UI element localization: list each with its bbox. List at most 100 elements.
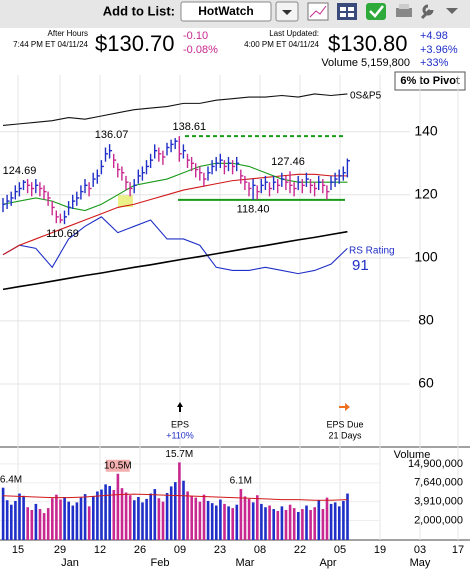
volume-bar xyxy=(260,503,263,540)
check-mark xyxy=(369,5,384,18)
volume-bar xyxy=(120,488,124,540)
volume-bar xyxy=(202,494,206,540)
volume-bar xyxy=(165,493,169,540)
x-tick-label: 29 xyxy=(54,544,66,556)
volume-bar xyxy=(256,495,259,540)
month-label: Apr xyxy=(319,557,336,569)
volume-bar xyxy=(145,498,148,540)
after-hours-time: 7:44 PM ET 04/11/24 xyxy=(13,40,88,49)
after-hours-pct: -0.08% xyxy=(183,44,218,56)
volume-bar xyxy=(124,492,128,540)
volume-bar xyxy=(63,497,66,540)
volume-bar xyxy=(272,509,275,540)
add-to-list-label: Add to List: xyxy=(103,3,175,18)
pivot-badge xyxy=(394,71,466,91)
volume-bar xyxy=(186,491,189,540)
volume-bar xyxy=(288,504,292,540)
volume-bar xyxy=(133,500,136,540)
volume-bar xyxy=(34,503,38,540)
volume-bar xyxy=(243,496,247,540)
list-name[interactable]: HotWatch xyxy=(198,4,254,18)
volume-bar xyxy=(239,489,243,540)
grid-icon[interactable] xyxy=(337,3,357,20)
volume-bar xyxy=(108,485,111,540)
volume-bar xyxy=(5,500,9,540)
volume-bar xyxy=(194,497,198,540)
volume-bar xyxy=(42,513,46,540)
menu-arrow[interactable] xyxy=(446,8,458,14)
month-label: May xyxy=(410,557,431,569)
volume-bar xyxy=(141,502,144,540)
volume-bar xyxy=(292,508,296,540)
volume-bar xyxy=(71,505,75,540)
volume-bar xyxy=(210,503,214,540)
volume-bar xyxy=(182,480,185,540)
chart-icon[interactable] xyxy=(307,2,329,21)
volume-bar xyxy=(174,482,177,540)
updated-label: Last Updated: xyxy=(269,29,319,38)
list-select[interactable] xyxy=(180,1,272,22)
volume-bar xyxy=(264,507,267,540)
volume-bar xyxy=(342,500,345,540)
event-detail: 21 Days xyxy=(328,430,362,440)
price-annotation: 110.69 xyxy=(46,228,79,240)
volume-bar xyxy=(112,489,116,540)
y-tick-label: 80 xyxy=(418,312,434,328)
volume-bar xyxy=(284,510,288,540)
highlight-box xyxy=(118,195,133,207)
volume-bar xyxy=(87,506,91,540)
check-icon[interactable] xyxy=(366,3,386,20)
dropdown-arrow xyxy=(282,10,292,15)
price-annotation: 138.61 xyxy=(172,121,206,133)
volume-bar xyxy=(14,500,17,540)
indicator-line xyxy=(2,173,348,256)
volume-bar xyxy=(325,497,329,540)
volume-bar xyxy=(251,502,255,540)
print-icon[interactable] xyxy=(396,8,412,17)
volume-title: Volume xyxy=(394,449,431,461)
wrench-icon[interactable] xyxy=(420,4,434,20)
sp-label: 0S&P5 xyxy=(350,91,382,102)
volume-bar xyxy=(169,486,173,540)
event-detail: +110% xyxy=(166,430,194,440)
volume-bar xyxy=(46,508,50,540)
day-volume: Volume 5,159,800 xyxy=(321,57,410,69)
month-label: Mar xyxy=(236,557,255,569)
volume-bar xyxy=(235,504,239,540)
volume-tick-label: 7,640,000 xyxy=(414,477,463,489)
indicator-line xyxy=(2,93,348,126)
volume-bar xyxy=(338,506,341,540)
volume-bar xyxy=(247,498,251,540)
volume-bar xyxy=(22,495,25,540)
volume-bar xyxy=(219,499,222,540)
volume-bar xyxy=(178,462,181,540)
x-tick-label: 08 xyxy=(254,544,266,556)
volume-bar xyxy=(83,494,87,540)
volume-bar xyxy=(206,500,210,540)
indicator-line xyxy=(2,216,348,275)
y-tick-label: 60 xyxy=(418,375,434,391)
volume-bar xyxy=(276,510,280,540)
price-annotation: 124.69 xyxy=(3,165,37,177)
event-label: EPS xyxy=(171,419,189,429)
volume-average xyxy=(2,493,348,501)
volume-bar xyxy=(10,504,13,540)
volume-bar xyxy=(161,501,165,540)
volume-bar xyxy=(38,509,42,540)
grid-icon-cells xyxy=(340,7,354,17)
rs-rating: 91 xyxy=(352,257,369,274)
volume-bar xyxy=(215,505,218,540)
volume-annotation: 10.5M xyxy=(104,460,132,471)
volume-annotation: 6.4M xyxy=(0,474,22,485)
x-tick-label: 05 xyxy=(334,544,346,556)
volume-bar xyxy=(67,501,70,540)
volume-bar xyxy=(153,489,157,540)
volume-bar xyxy=(149,493,152,540)
volume-bar xyxy=(198,501,202,540)
volume-bar xyxy=(346,493,349,540)
volume-bar xyxy=(157,498,161,540)
eps-due-arrow xyxy=(339,403,350,411)
volume-bar xyxy=(313,507,316,540)
price-annotation: 127.46 xyxy=(271,156,305,168)
